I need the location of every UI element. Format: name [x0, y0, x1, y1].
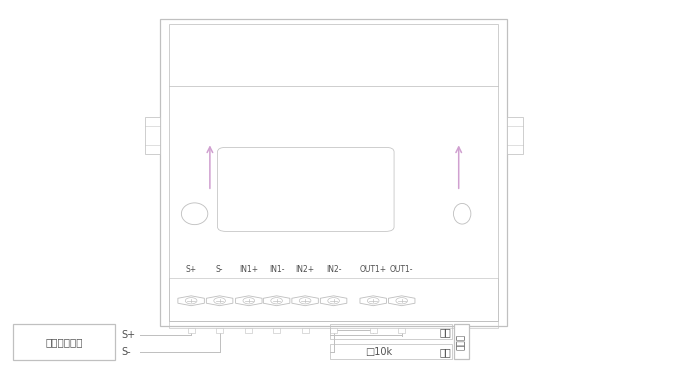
Circle shape	[328, 298, 339, 304]
Text: 输出: 输出	[439, 327, 451, 337]
Polygon shape	[292, 296, 318, 306]
Text: 防火门监控器: 防火门监控器	[45, 337, 83, 347]
Bar	[330, 324, 452, 339]
Bar	[245, 328, 252, 333]
Text: □10k: □10k	[365, 347, 393, 357]
Polygon shape	[389, 296, 415, 306]
Circle shape	[271, 298, 282, 304]
Text: IN2+: IN2+	[295, 265, 315, 274]
Text: IN1+: IN1+	[239, 265, 259, 274]
Polygon shape	[236, 296, 262, 306]
Polygon shape	[320, 296, 347, 306]
Circle shape	[243, 298, 254, 304]
Polygon shape	[206, 296, 233, 306]
Bar	[398, 328, 405, 333]
Bar	[370, 328, 377, 333]
Bar	[169, 24, 498, 321]
Text: OUT1-: OUT1-	[390, 265, 414, 274]
Circle shape	[368, 298, 379, 304]
Text: S+: S+	[186, 265, 197, 274]
Circle shape	[186, 298, 197, 304]
Text: IN2-: IN2-	[326, 265, 341, 274]
Bar	[507, 117, 523, 154]
FancyBboxPatch shape	[218, 147, 394, 231]
Bar	[188, 328, 195, 333]
Ellipse shape	[454, 203, 471, 224]
Polygon shape	[263, 296, 290, 306]
Bar	[169, 278, 498, 321]
Bar	[13, 324, 115, 360]
Polygon shape	[360, 296, 386, 306]
Bar	[145, 117, 160, 154]
Bar	[454, 324, 469, 359]
Text: OUT1+: OUT1+	[359, 265, 387, 274]
Bar	[216, 328, 223, 333]
Circle shape	[214, 298, 225, 304]
Circle shape	[300, 298, 311, 304]
Polygon shape	[178, 296, 204, 306]
Bar	[273, 328, 280, 333]
Text: S-: S-	[216, 265, 223, 274]
Text: IN1-: IN1-	[269, 265, 284, 274]
Bar	[160, 19, 507, 326]
Text: S-: S-	[121, 347, 131, 357]
Circle shape	[396, 298, 407, 304]
Bar	[330, 328, 337, 333]
Ellipse shape	[181, 203, 208, 225]
Bar	[169, 321, 498, 328]
Bar	[330, 344, 452, 359]
Text: 反馈: 反馈	[439, 347, 451, 357]
Text: 闭门器: 闭门器	[457, 334, 466, 350]
Text: S+: S+	[121, 330, 135, 339]
Bar	[302, 328, 309, 333]
